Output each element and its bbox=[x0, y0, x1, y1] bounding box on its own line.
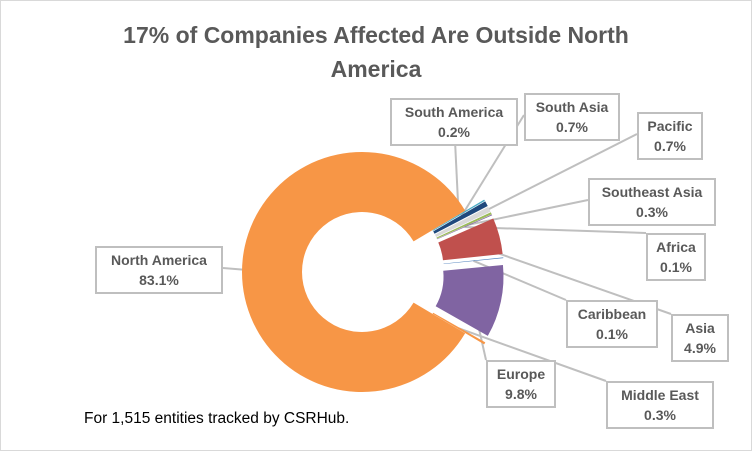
footnote: For 1,515 entities tracked by CSRHub. bbox=[84, 410, 350, 427]
data-label-europe: Europe 9.8% bbox=[486, 360, 556, 408]
chart-title-line-1: 17% of Companies Affected Are Outside No… bbox=[123, 22, 629, 48]
slice-middle-east bbox=[432, 312, 486, 345]
data-label-pacific: Pacific 0.7% bbox=[637, 112, 703, 160]
data-label-name: South Asia bbox=[535, 99, 609, 115]
data-label-middle-east: Middle East 0.3% bbox=[606, 381, 714, 429]
data-label-south-asia: South Asia 0.7% bbox=[524, 93, 620, 141]
donut-slices bbox=[242, 152, 504, 393]
data-label-caribbean: Caribbean 0.1% bbox=[566, 300, 658, 348]
data-label-name: Asia bbox=[685, 320, 715, 336]
data-label-southeast-asia: Southeast Asia 0.3% bbox=[588, 178, 716, 226]
data-label-south-america: South America 0.2% bbox=[390, 98, 518, 146]
slice-north-america bbox=[242, 152, 466, 393]
data-label-value: 83.1% bbox=[139, 272, 179, 288]
data-label-name: Pacific bbox=[647, 118, 693, 134]
slice-asia bbox=[438, 218, 503, 261]
data-label-value: 0.1% bbox=[596, 326, 628, 342]
data-label-name: South America bbox=[404, 104, 504, 120]
data-label-name: North America bbox=[111, 252, 207, 268]
leader-line-pacific bbox=[462, 133, 638, 224]
data-label-value: 4.9% bbox=[684, 340, 716, 356]
slice-pacific bbox=[434, 206, 491, 237]
data-label-name: Europe bbox=[496, 366, 546, 382]
data-label-value: 0.1% bbox=[660, 259, 692, 275]
chart-title: 17% of Companies Affected Are Outside No… bbox=[0, 18, 752, 86]
data-label-value: 9.8% bbox=[505, 386, 537, 402]
slice-south-america bbox=[432, 199, 485, 231]
data-label-value: 0.3% bbox=[644, 407, 676, 423]
chart-title-line-2: America bbox=[330, 56, 422, 82]
slice-europe bbox=[435, 264, 504, 336]
data-label-asia: Asia 4.9% bbox=[671, 314, 729, 362]
data-label-value: 0.7% bbox=[556, 119, 588, 135]
data-label-africa: Africa 0.1% bbox=[646, 233, 706, 281]
data-label-value: 0.2% bbox=[438, 124, 470, 140]
slice-south-asia bbox=[433, 201, 488, 234]
slice-africa bbox=[437, 214, 493, 240]
data-label-value: 0.3% bbox=[636, 204, 668, 220]
data-label-name: Caribbean bbox=[577, 306, 647, 322]
leader-line-middle-east bbox=[458, 327, 607, 382]
data-label-name: Africa bbox=[656, 239, 696, 255]
data-label-north-america: North America 83.1% bbox=[95, 246, 223, 294]
leader-line-southeast-asia bbox=[463, 199, 589, 227]
slice-caribbean bbox=[443, 257, 504, 264]
data-label-name: Middle East bbox=[621, 387, 699, 403]
data-label-name: Southeast Asia bbox=[601, 184, 703, 200]
data-label-value: 0.7% bbox=[654, 138, 686, 154]
slice-southeast-asia bbox=[436, 212, 492, 239]
